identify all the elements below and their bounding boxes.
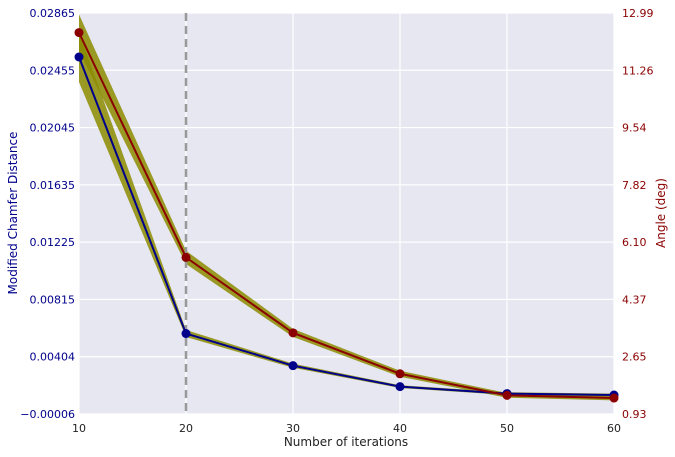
data-point-left (181, 329, 191, 339)
x-tick-label: 60 (607, 422, 621, 435)
series-points (74, 28, 619, 403)
data-point-right (395, 369, 405, 379)
y-left-tick-label: 0.00815 (30, 293, 76, 306)
y-left-tick-label: 0.02455 (30, 64, 76, 77)
x-tick-label: 30 (286, 422, 300, 435)
y-left-tick-label: 0.00404 (30, 351, 76, 364)
x-tick-label: 40 (393, 422, 407, 435)
data-point-right (288, 328, 298, 338)
y-axis-right-label: Angle (deg) (654, 178, 668, 248)
y-left-tick-label: 0.01225 (30, 236, 76, 249)
x-axis-label: Number of iterations (284, 435, 408, 449)
x-tick-label: 20 (179, 422, 193, 435)
data-point-right (609, 393, 619, 403)
series-line-left (78, 56, 615, 397)
data-point-left (288, 361, 298, 371)
y-axis-left-label: Modified Chamfer Distance (6, 132, 20, 295)
y-left-tick-label: −0.00006 (20, 408, 75, 421)
tick-labels: −0.00006 0.93 0.00404 2.65 0.00815 4.37 0.0122… (20, 7, 653, 435)
y-right-tick-label: 6.10 (622, 236, 647, 249)
y-right-tick-label: 9.54 (622, 122, 647, 135)
data-point-right (502, 390, 512, 400)
data-point-left (74, 52, 84, 62)
data-point-right (181, 252, 191, 262)
y-right-tick-label: 12.99 (622, 7, 654, 20)
data-point-right (74, 28, 84, 38)
series-lines (78, 32, 615, 400)
x-tick-label: 10 (72, 422, 86, 435)
y-right-tick-label: 4.37 (622, 293, 647, 306)
x-tick-label: 50 (500, 422, 514, 435)
y-left-tick-label: 0.02045 (30, 122, 76, 135)
series-line-right (78, 32, 615, 400)
y-left-tick-label: 0.01635 (30, 179, 76, 192)
y-right-tick-label: 7.82 (622, 179, 647, 192)
y-right-tick-label: 2.65 (622, 351, 647, 364)
y-left-tick-label: 0.02865 (30, 7, 76, 20)
y-right-tick-label: 11.26 (622, 64, 654, 77)
data-point-left (395, 382, 405, 392)
y-right-tick-label: 0.93 (622, 408, 647, 421)
